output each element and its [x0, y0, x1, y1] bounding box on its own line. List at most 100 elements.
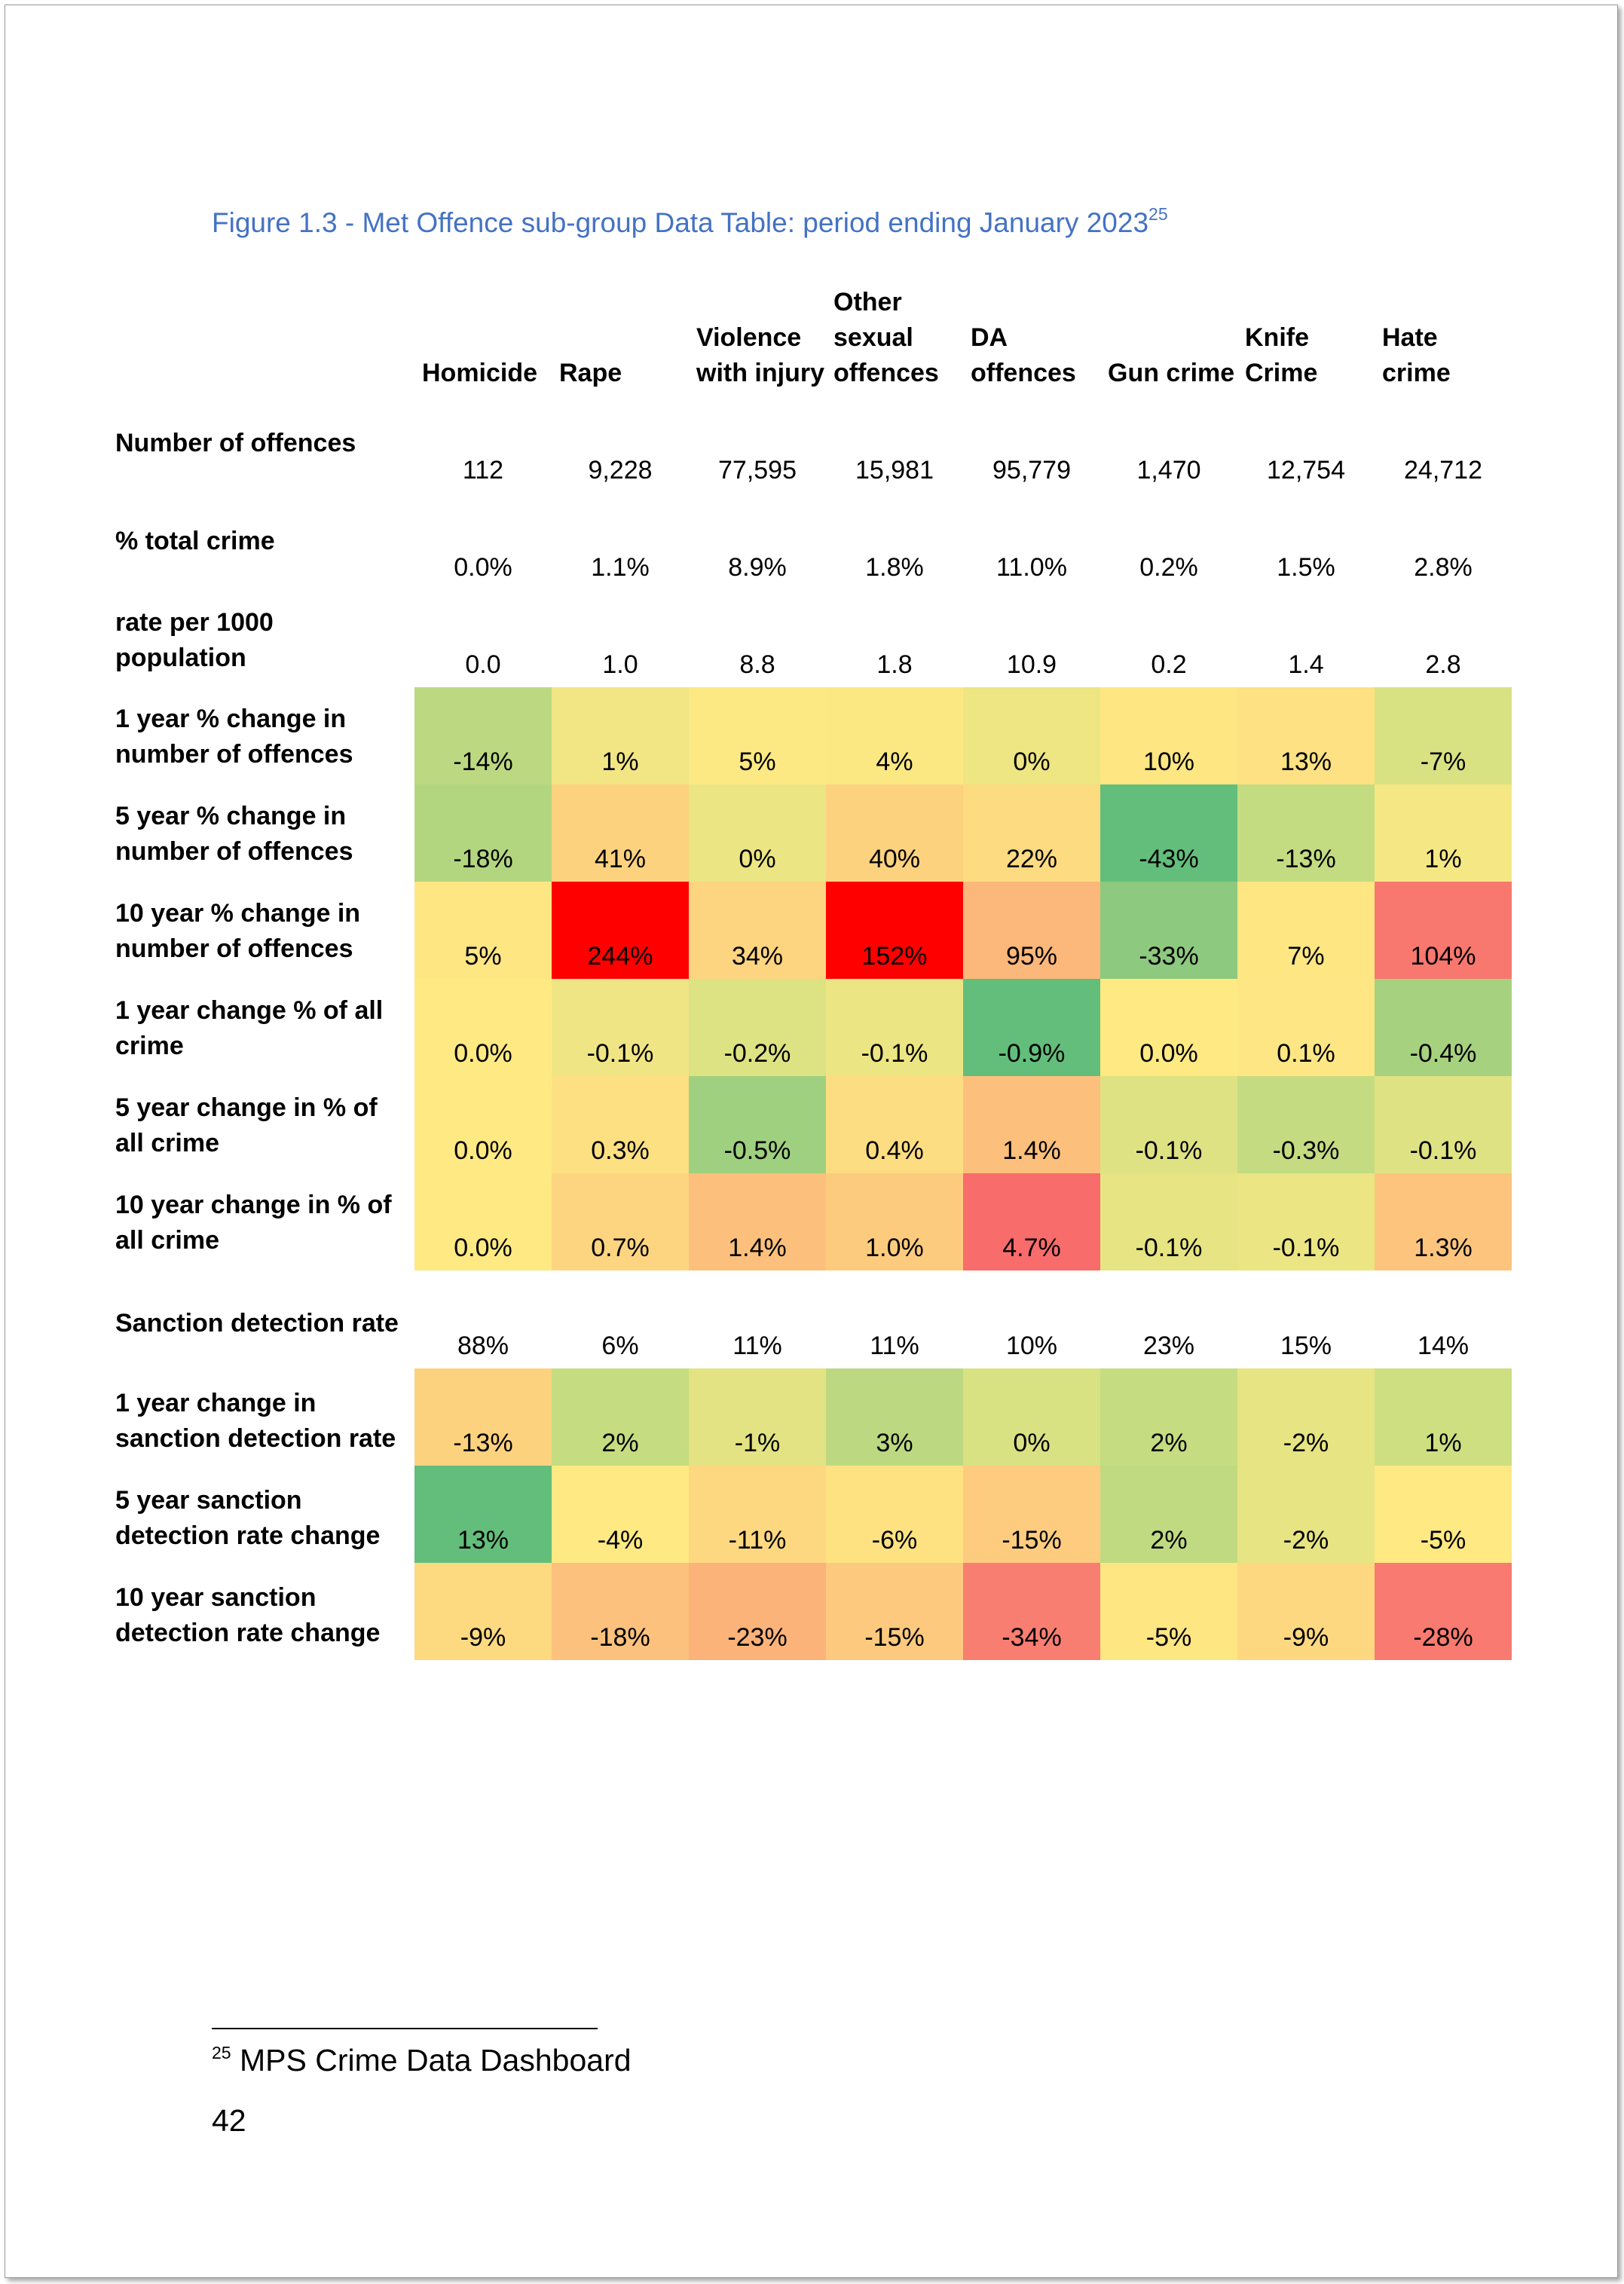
table-cell: 0.0%	[414, 1076, 552, 1173]
column-header: Violence with injury	[696, 323, 824, 387]
table-cell: -2%	[1237, 1368, 1375, 1466]
table-cell: 2.8%	[1414, 553, 1473, 582]
table-cell: -0.1%	[1375, 1076, 1512, 1173]
table-cell: 41%	[552, 784, 689, 882]
table-cell: 9,228	[588, 456, 653, 485]
table-cell: 1.8%	[865, 553, 924, 582]
table-cell: 3%	[826, 1368, 963, 1466]
table-cell: 1.0	[602, 650, 638, 679]
table-cell: -0.5%	[689, 1076, 826, 1173]
table-cell: 11.0%	[996, 553, 1067, 582]
table-cell: 1%	[1375, 784, 1512, 882]
table-cell: 40%	[826, 784, 963, 882]
table-cell: 15%	[1280, 1332, 1332, 1360]
column-header: Homicide	[422, 359, 538, 387]
table-cell: 5%	[689, 687, 826, 784]
table-cell: -7%	[1375, 687, 1512, 784]
column-header: Gun crime	[1108, 359, 1235, 387]
table-cell: 0.1%	[1237, 979, 1375, 1076]
table-cell: 24,712	[1404, 456, 1482, 485]
table-cell: 104%	[1375, 882, 1512, 979]
page-number: 42	[212, 2103, 246, 2138]
table-cell: -0.4%	[1375, 979, 1512, 1076]
row-label: 1 year % change in number of offences	[115, 705, 353, 769]
table-cell: -0.2%	[689, 979, 826, 1076]
table-cell: 12,754	[1267, 456, 1345, 485]
row-label: Sanction detection rate	[115, 1309, 399, 1338]
table-cell: 0%	[963, 687, 1100, 784]
table-cell: 0.4%	[826, 1076, 963, 1173]
table-cell: -1%	[689, 1368, 826, 1466]
table-cell: 4.7%	[963, 1173, 1100, 1270]
row-label: Number of offences	[115, 429, 356, 457]
table-cell: 22%	[963, 784, 1100, 882]
table-cell: 0%	[689, 784, 826, 882]
table-cell: 88%	[457, 1332, 509, 1360]
table-cell: -2%	[1237, 1466, 1375, 1563]
table-cell: 15,981	[855, 456, 934, 485]
table-cell: 6%	[601, 1332, 639, 1360]
table-cell: -5%	[1375, 1466, 1512, 1563]
table-cell: 1.4%	[963, 1076, 1100, 1173]
table-cell: 2%	[1100, 1368, 1237, 1466]
table-cell: -23%	[689, 1563, 826, 1660]
table-cell: -28%	[1375, 1563, 1512, 1660]
table-cell: 10%	[1005, 1332, 1058, 1360]
caption-text: Figure 1.3 - Met Offence sub-group Data …	[212, 207, 1149, 238]
table-cell: -0.1%	[1100, 1173, 1237, 1270]
figure-caption: Figure 1.3 - Met Offence sub-group Data …	[212, 204, 1168, 239]
column-header: Rape	[559, 359, 622, 387]
table-cell: 1.1%	[591, 553, 650, 582]
table-cell: 5%	[414, 882, 552, 979]
table-cell: -0.9%	[963, 979, 1100, 1076]
table-cell: 10%	[1100, 687, 1237, 784]
table-cell: -43%	[1100, 784, 1237, 882]
row-label: 5 year % change in number of offences	[115, 802, 353, 866]
table-cell: -0.1%	[1100, 1076, 1237, 1173]
table-cell: 152%	[826, 882, 963, 979]
table-cell: -14%	[414, 687, 552, 784]
table-cell: -0.1%	[552, 979, 689, 1076]
table-cell: -15%	[963, 1466, 1100, 1563]
footnote-text: MPS Crime Data Dashboard	[240, 2043, 632, 2078]
table-cell: 1.5%	[1277, 553, 1335, 582]
table-cell: 0.7%	[552, 1173, 689, 1270]
footnote-separator	[212, 2028, 598, 2029]
table-cell: 112	[462, 456, 504, 485]
table-cell: 1,470	[1136, 456, 1201, 485]
table-cell: 0.2%	[1139, 553, 1198, 582]
column-header: Knife Crime	[1245, 323, 1318, 387]
table-cell: 11%	[732, 1332, 782, 1360]
row-label: rate per 1000 population	[115, 608, 274, 672]
table-cell: -34%	[963, 1563, 1100, 1660]
row-label: % total crime	[115, 527, 275, 555]
table-cell: 0.0%	[414, 1173, 552, 1270]
table-cell: 1.8	[876, 650, 913, 679]
table-cell: 8.9%	[728, 553, 787, 582]
table-cell: -13%	[1237, 784, 1375, 882]
table-cell: 11%	[870, 1332, 919, 1360]
footnote: 25 MPS Crime Data Dashboard	[212, 2043, 632, 2078]
table-cell: 23%	[1142, 1332, 1195, 1360]
table-cell: -9%	[414, 1563, 552, 1660]
table-cell: 0.0%	[1100, 979, 1237, 1076]
table-cell: 0.0	[465, 650, 501, 679]
table-cell: 8.8	[739, 650, 775, 679]
table-cell: -5%	[1100, 1563, 1237, 1660]
table-cell: 1.3%	[1375, 1173, 1512, 1270]
table-cell: -4%	[552, 1466, 689, 1563]
row-label: 10 year sanction detection rate change	[115, 1583, 381, 1647]
document-page: Figure 1.3 - Met Offence sub-group Data …	[5, 5, 1618, 2278]
column-header: Other sexual offences	[833, 288, 939, 387]
table-cell: 2%	[1100, 1466, 1237, 1563]
table-cell: 77,595	[718, 456, 797, 485]
table-cell: -13%	[414, 1368, 552, 1466]
table-cell: 14%	[1417, 1332, 1470, 1360]
table-cell: 95,779	[992, 456, 1071, 485]
column-header: DA offences	[971, 323, 1076, 387]
table-cell: 0.2	[1151, 650, 1187, 679]
table-cell: 13%	[414, 1466, 552, 1563]
caption-footnote-ref: 25	[1148, 204, 1168, 224]
table-cell: 95%	[963, 882, 1100, 979]
table-cell: -0.1%	[826, 979, 963, 1076]
